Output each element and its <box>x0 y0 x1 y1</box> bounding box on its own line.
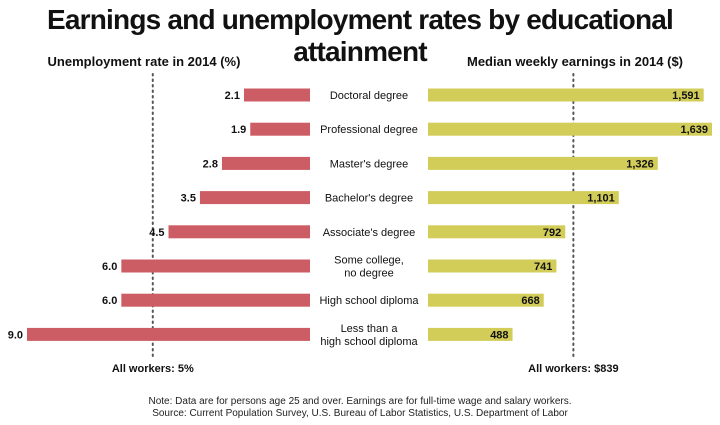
earnings-bar <box>428 225 566 239</box>
earnings-value-label: 741 <box>534 261 552 273</box>
unemployment-bar <box>199 191 310 205</box>
earnings-panel-title: Median weekly earnings in 2014 ($) <box>466 54 684 69</box>
unemployment-reference-label: All workers: 5% <box>112 363 194 375</box>
unemployment-value-label: 2.1 <box>225 90 240 102</box>
category-label: Less than a high school diploma <box>320 323 418 348</box>
note-line: Note: Data are for persons age 25 and ov… <box>148 396 572 407</box>
earnings-bar <box>428 259 557 273</box>
earnings-bar <box>428 293 544 307</box>
earnings-value-label: 488 <box>490 329 508 341</box>
earnings-value-label: 792 <box>543 227 561 239</box>
earnings-value-label: 668 <box>521 295 539 307</box>
earnings-bar <box>428 191 619 205</box>
source-line: Source: Current Population Survey, U.S. … <box>152 408 568 419</box>
earnings-value-label: 1,326 <box>626 158 654 170</box>
earnings-value-label: 1,591 <box>672 90 700 102</box>
unemployment-bar <box>121 259 310 273</box>
unemployment-value-label: 9.0 <box>8 329 23 341</box>
unemployment-panel-title: Unemployment rate in 2014 (%) <box>47 54 241 69</box>
unemployment-bar <box>221 156 310 170</box>
unemployment-bar <box>121 293 310 307</box>
earnings-bar <box>428 156 658 170</box>
unemployment-bar <box>243 88 310 102</box>
chart-note: Note: Data are for persons age 25 and ov… <box>0 396 720 420</box>
unemployment-value-label: 2.8 <box>203 158 218 170</box>
category-label: Some college, no degree <box>334 255 404 280</box>
unemployment-value-label: 3.5 <box>181 193 196 205</box>
unemployment-bar <box>168 225 310 239</box>
category-label: Bachelor's degree <box>325 193 413 205</box>
category-label: Associate's degree <box>323 227 416 239</box>
unemployment-value-label: 1.9 <box>231 124 246 136</box>
category-label: Professional degree <box>320 124 418 136</box>
earnings-bar <box>428 88 704 102</box>
earnings-value-label: 1,639 <box>680 124 708 136</box>
category-label: Master's degree <box>330 158 409 170</box>
unemployment-value-label: 4.5 <box>149 227 164 239</box>
earnings-reference-label: All workers: $839 <box>528 363 619 375</box>
category-label: High school diploma <box>319 295 419 307</box>
earnings-bar <box>428 122 712 136</box>
unemployment-value-label: 6.0 <box>102 261 117 273</box>
earnings-value-label: 1,101 <box>587 193 615 205</box>
unemployment-bar <box>27 327 310 341</box>
unemployment-bar <box>250 122 310 136</box>
chart-title: Earnings and unemployment rates by educa… <box>46 4 674 67</box>
category-label: Doctoral degree <box>330 90 408 102</box>
unemployment-value-label: 6.0 <box>102 295 117 307</box>
earnings-bar <box>428 327 513 341</box>
